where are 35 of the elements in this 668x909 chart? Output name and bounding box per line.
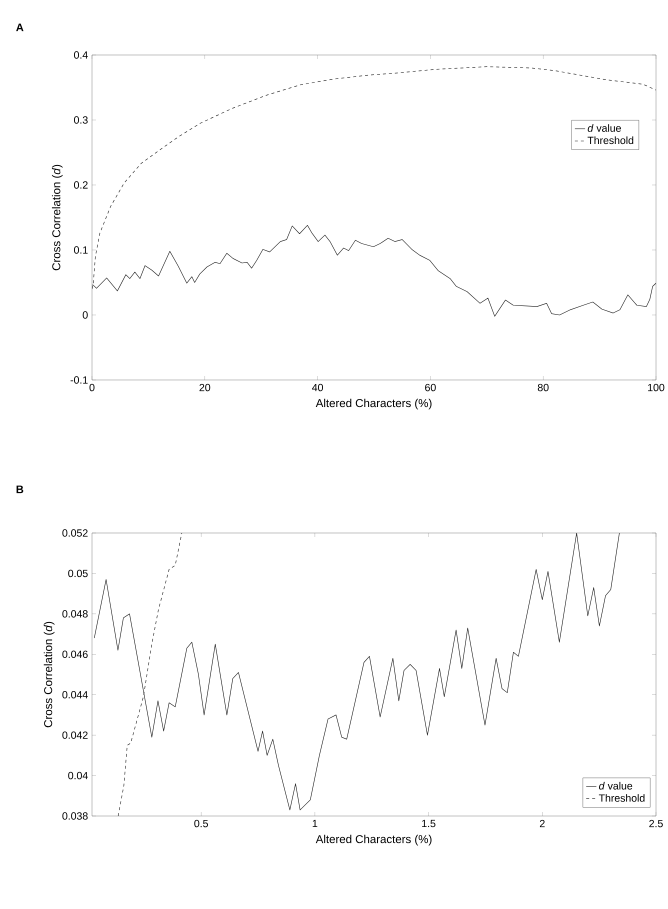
- y-tick-label: 0.038: [62, 812, 88, 820]
- x-tick-label: 40: [312, 384, 324, 392]
- y-tick-label: 0.4: [74, 51, 88, 59]
- x-tick-label: 1: [312, 820, 318, 828]
- legend-label: Threshold: [598, 794, 645, 802]
- legend-label: Threshold: [588, 136, 634, 144]
- y-tick-label: 0.2: [74, 181, 88, 189]
- y-tick-label: 0.1: [74, 246, 88, 254]
- y-tick-label: 0: [82, 311, 88, 319]
- y-tick-label: 0.04: [68, 772, 88, 780]
- x-tick-label: 1.5: [422, 820, 436, 828]
- chart-title: A: [16, 24, 24, 32]
- chart-title: B: [16, 486, 24, 494]
- x-tick-label: 2: [540, 820, 545, 828]
- y-tick-label: 0.052: [62, 529, 88, 537]
- x-tick-label: 20: [200, 384, 210, 392]
- x-tick-label: 80: [538, 384, 549, 392]
- y-tick-label: 0.048: [62, 610, 88, 618]
- x-tick-label: 100: [648, 384, 664, 392]
- y-tick-label: 0.05: [68, 570, 88, 578]
- legend-label: d value: [588, 124, 621, 132]
- y-tick-label: 0.044: [62, 691, 88, 698]
- y-axis-title: Cross Correlation (d): [44, 622, 54, 728]
- y-tick-label: 0.046: [62, 650, 88, 658]
- y-tick-label: 0.3: [74, 116, 88, 124]
- x-axis-title: Altered Characters (%): [316, 398, 432, 410]
- x-axis-title: Altered Characters (%): [316, 834, 432, 846]
- x-tick-label: 60: [425, 384, 436, 392]
- y-axis-title: Cross Correlation (d): [52, 164, 63, 270]
- y-tick-label: 0.042: [62, 731, 88, 739]
- x-tick-label: 0: [89, 384, 94, 392]
- legend-label: d value: [599, 782, 632, 790]
- y-tick-label: -0.1: [70, 376, 88, 384]
- x-tick-label: 0.5: [194, 820, 208, 828]
- x-tick-label: 2.5: [649, 820, 663, 828]
